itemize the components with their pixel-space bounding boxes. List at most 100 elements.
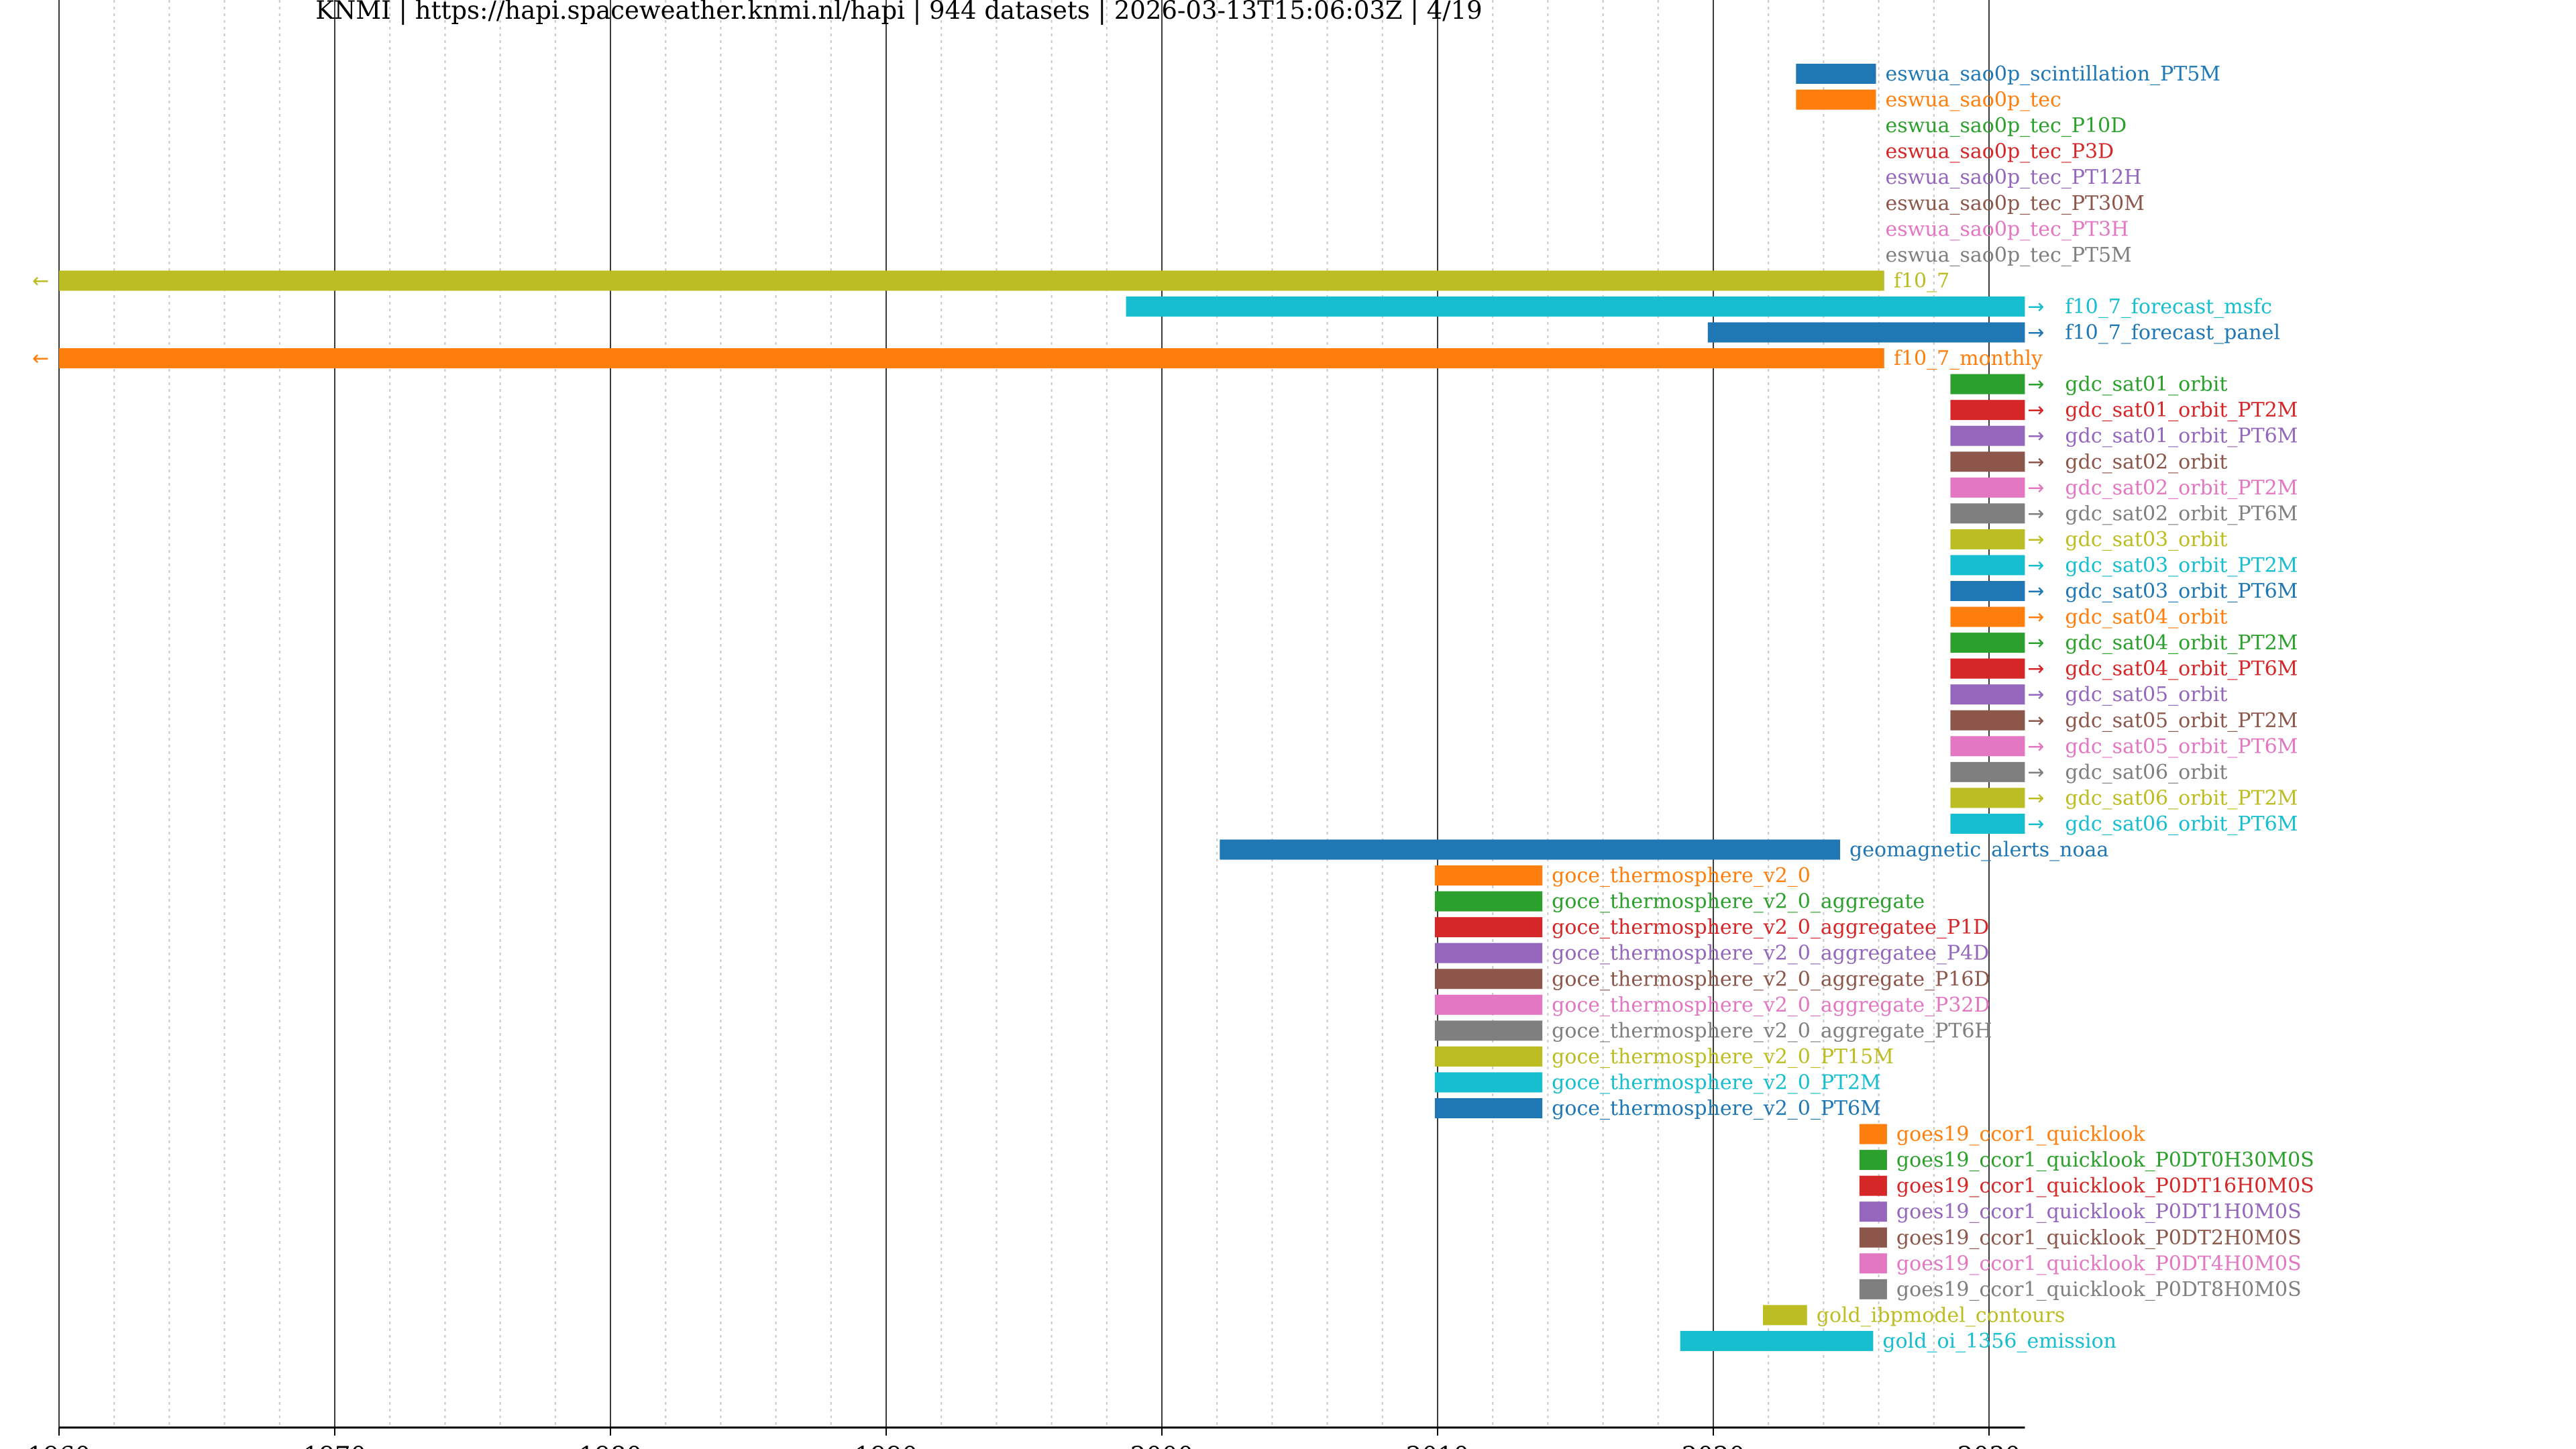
dataset-bar (1859, 1253, 1887, 1274)
dataset-label: f10_7_forecast_msfc (2065, 295, 2272, 319)
dataset-bar (1796, 89, 1876, 110)
dataset-label: f10_7_forecast_panel (2065, 321, 2280, 345)
dataset-label: eswua_sao0p_tec_P3D (1885, 140, 2114, 164)
dataset-label: eswua_sao0p_tec_PT30M (1885, 192, 2144, 215)
open-end-arrow: → (2027, 735, 2044, 758)
dataset-bar (1950, 374, 2025, 394)
open-end-arrow: → (2027, 761, 2044, 784)
open-end-arrow: → (2027, 786, 2044, 810)
dataset-label: goce_thermosphere_v2_0_aggregate_P32D (1552, 994, 1990, 1017)
open-end-arrow: → (2027, 580, 2044, 603)
dataset-label: goce_thermosphere_v2_0_aggregatee_P4D (1552, 942, 1989, 965)
dataset-label: gdc_sat01_orbit_PT2M (2065, 398, 2298, 422)
dataset-label: gdc_sat05_orbit_PT6M (2065, 735, 2298, 758)
open-end-arrow: → (2027, 553, 2044, 577)
dataset-label: goce_thermosphere_v2_0_aggregate_PT6H (1552, 1019, 1992, 1042)
dataset-bar (1950, 503, 2025, 524)
dataset-bars (59, 64, 2025, 1351)
dataset-label: goce_thermosphere_v2_0 (1552, 864, 1811, 888)
dataset-bar (1434, 1046, 1543, 1067)
open-end-arrow: → (2027, 683, 2044, 706)
dataset-bar (1859, 1201, 1887, 1222)
dataset-bar (1859, 1227, 1887, 1248)
dataset-label: eswua_sao0p_scintillation_PT5M (1885, 62, 2220, 86)
dataset-label: gdc_sat02_orbit_PT2M (2065, 476, 2298, 500)
dataset-label: gdc_sat02_orbit (2065, 450, 2227, 474)
dataset-label: goes19_ccor1_quicklook_P0DT1H0M0S (1896, 1200, 2302, 1224)
dataset-bar (1859, 1150, 1887, 1171)
dataset-label: gdc_sat04_orbit_PT2M (2065, 631, 2298, 655)
open-start-arrow: ← (32, 269, 49, 292)
x-axis-ticks: 1960 1970 1980 1990 2000 2010 2020 2030 (28, 1428, 2021, 1449)
dataset-bar (1680, 1330, 1874, 1351)
x-tick-label: 1980 (579, 1442, 642, 1449)
dataset-label: goce_thermosphere_v2_0_PT2M (1552, 1071, 1881, 1094)
x-tick-label: 1960 (28, 1442, 91, 1449)
dataset-label: gdc_sat04_orbit (2065, 606, 2227, 629)
dataset-bar (1950, 477, 2025, 498)
dataset-bar (1126, 296, 2025, 317)
dataset-label: gdc_sat06_orbit_PT2M (2065, 786, 2298, 810)
dataset-bar (1796, 64, 1876, 84)
open-end-arrow: → (2027, 373, 2044, 396)
dataset-label: gdc_sat03_orbit_PT6M (2065, 580, 2298, 603)
dataset-bar (1434, 969, 1543, 989)
dataset-bar (1950, 425, 2025, 446)
open-end-arrow: → (2027, 709, 2044, 733)
dataset-label: gdc_sat06_orbit (2065, 761, 2227, 784)
dataset-label: gold_oi_1356_emission (1882, 1330, 2116, 1353)
dataset-bar (1950, 736, 2025, 757)
dataset-label: goes19_ccor1_quicklook_P0DT0H30M0S (1896, 1148, 2314, 1172)
dataset-label: goce_thermosphere_v2_0_aggregate_P16D (1552, 967, 1990, 991)
open-end-arrow: → (2027, 606, 2044, 629)
open-end-arrow: → (2027, 812, 2044, 836)
dataset-bar (1950, 684, 2025, 705)
dataset-bar (1434, 1020, 1543, 1041)
open-end-arrow: → (2027, 321, 2044, 345)
dataset-label: goes19_ccor1_quicklook_P0DT4H0M0S (1896, 1252, 2302, 1275)
dataset-bar (1707, 322, 2025, 343)
dataset-bar (1762, 1305, 1807, 1326)
dataset-bar (1859, 1279, 1887, 1299)
x-tick-label: 2020 (1682, 1442, 1745, 1449)
dataset-bar (1859, 1175, 1887, 1196)
dataset-label: gdc_sat05_orbit_PT2M (2065, 709, 2298, 733)
dataset-label: geomagnetic_alerts_noaa (1849, 839, 2108, 862)
dataset-label: eswua_sao0p_tec_PT5M (1885, 244, 2131, 267)
open-end-arrow: → (2027, 450, 2044, 474)
dataset-bar (1220, 839, 1841, 860)
dataset-bar (1950, 710, 2025, 731)
dataset-bar (1434, 891, 1543, 912)
open-start-arrow: ← (32, 347, 49, 370)
open-end-arrow: → (2027, 502, 2044, 525)
open-end-arrow: → (2027, 657, 2044, 681)
dataset-label: goes19_ccor1_quicklook_P0DT16H0M0S (1896, 1175, 2314, 1198)
dataset-label: gdc_sat05_orbit (2065, 683, 2227, 706)
dataset-bar (1950, 529, 2025, 549)
dataset-labels: eswua_sao0p_scintillation_PT5M eswua_sao0… (32, 62, 2314, 1353)
dataset-label: gdc_sat06_orbit_PT6M (2065, 812, 2298, 836)
open-end-arrow: → (2027, 295, 2044, 319)
open-end-arrow: → (2027, 528, 2044, 551)
dataset-bar (1434, 865, 1543, 886)
x-tick-label: 1990 (855, 1442, 918, 1449)
dataset-label: goce_thermosphere_v2_0_aggregate (1552, 890, 1925, 914)
dataset-label: eswua_sao0p_tec_P10D (1885, 114, 2127, 138)
dataset-bar (1950, 555, 2025, 576)
minor-gridlines (113, 0, 1935, 1428)
dataset-label: gold_ibpmodel_contours (1817, 1303, 2065, 1327)
dataset-label: eswua_sao0p_tec_PT12H (1885, 166, 2141, 189)
dataset-bar (1434, 1072, 1543, 1093)
x-tick-label: 2030 (1957, 1442, 2021, 1449)
x-tick-label: 1970 (303, 1442, 366, 1449)
dataset-label: gdc_sat03_orbit_PT2M (2065, 553, 2298, 577)
dataset-label: eswua_sao0p_tec (1885, 89, 2061, 112)
dataset-bar (1434, 917, 1543, 938)
dataset-bar (1434, 943, 1543, 963)
dataset-bar (1950, 761, 2025, 782)
dataset-bar (1950, 451, 2025, 472)
dataset-label: gdc_sat02_orbit_PT6M (2065, 502, 2298, 525)
dataset-label: goes19_ccor1_quicklook (1896, 1123, 2146, 1146)
dataset-bar (1859, 1124, 1887, 1144)
dataset-label: goes19_ccor1_quicklook_P0DT2H0M0S (1896, 1226, 2302, 1250)
